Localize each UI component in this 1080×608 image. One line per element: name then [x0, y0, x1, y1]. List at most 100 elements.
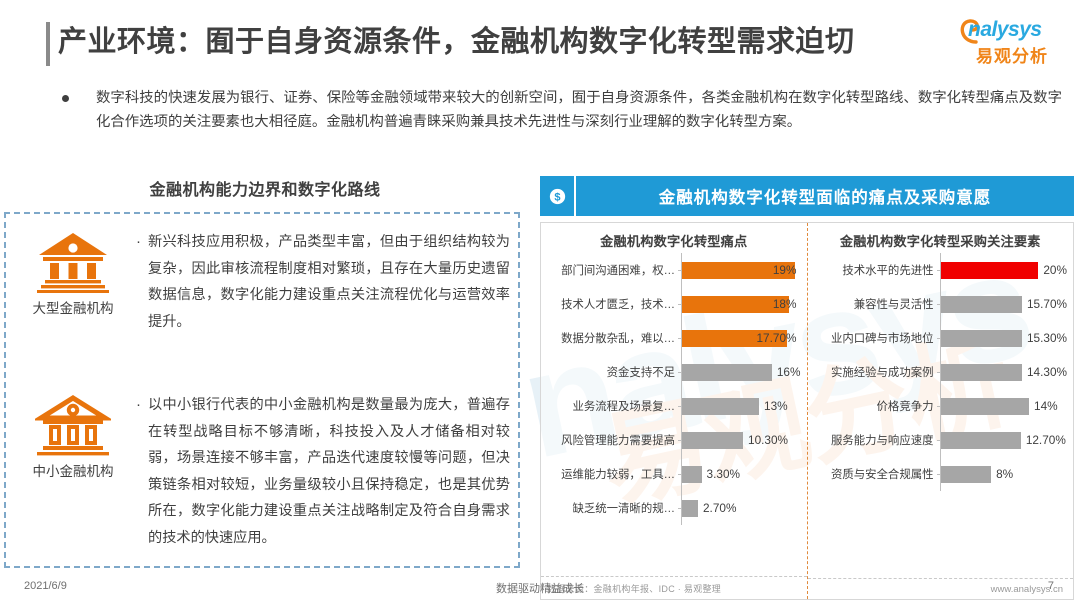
- lead-paragraph-text: 数字科技的快速发展为银行、证券、保险等金融领域带来较大的创新空间，囿于自身资源条…: [96, 90, 1062, 130]
- institution-icon-block: 中小金融机构: [10, 388, 136, 480]
- chart-footnote: 数据来源：金融机构年报、IDC · 易观整理: [541, 576, 807, 595]
- source-note: 数据来源：金融机构年报、IDC · 易观整理: [547, 584, 722, 594]
- bar-track: 14.30%: [936, 355, 1067, 389]
- bar-row: 业内口碑与市场地位 15.30%: [814, 321, 1067, 355]
- svg-text:$: $: [554, 191, 560, 203]
- institution-text: 新兴科技应用积极，产品类型丰富，但由于组织结构较为复杂，因此审核流程制度相对繁琐…: [148, 234, 510, 330]
- bar-track: 12.70%: [936, 423, 1068, 457]
- bar-value-label: 8%: [996, 467, 1014, 481]
- right-panel-header: $ 金融机构数字化转型面临的痛点及采购意愿: [540, 176, 1074, 216]
- bar-track: 2.70%: [678, 491, 801, 525]
- bar-category-label: 技术人才匮乏，技术…: [561, 299, 675, 311]
- chart-purchase-factors: 金融机构数字化转型采购关注要素 技术水平的先进性 20% 兼容性与灵活性 15.70%…: [807, 223, 1073, 599]
- bar-row: 数据分散杂乱，难以… 17.70%: [547, 321, 801, 355]
- bar-category-label: 风险管理能力需要提高: [561, 435, 675, 447]
- left-section: 金融机构能力边界和数字化路线: [4, 176, 526, 200]
- bar-category-label: 实施经验与成功案例: [830, 367, 934, 379]
- bar-row: 风险管理能力需要提高 10.30%: [547, 423, 801, 457]
- bar-category-label: 业内口碑与市场地位: [830, 333, 934, 345]
- bar-row: 运维能力较弱，工具… 3.30%: [547, 457, 801, 491]
- bar-row: 资质与安全合规属性 8%: [814, 457, 1068, 491]
- bar-fill: [940, 329, 1022, 347]
- bar-fill: [682, 329, 787, 347]
- bar-fill: [682, 295, 789, 313]
- bar-track: 15.70%: [936, 287, 1067, 321]
- bar-row: 部门间沟通困难，权… 19%: [547, 253, 801, 287]
- dollar-circle-icon: $: [549, 188, 565, 204]
- bar-value-label: 18%: [772, 297, 797, 311]
- institution-body: · 新兴科技应用积极，产品类型丰富，但由于组织结构较为复杂，因此审核流程制度相对…: [136, 225, 510, 335]
- brand-logo: nalysys 易观分析: [954, 14, 1066, 70]
- bar-category-label: 价格竞争力: [876, 401, 934, 413]
- bar-fill: [682, 431, 744, 449]
- institution-body: · 以中小银行代表的中小金融机构是数量最为庞大，普遍存在转型战略目标不够清晰，科…: [136, 388, 510, 551]
- bank-icon: [37, 233, 109, 293]
- bar-track: 3.30%: [678, 457, 801, 491]
- bar-category-label: 技术水平的先进性: [842, 265, 934, 277]
- institution-icon-block: 大型金融机构: [10, 225, 136, 317]
- bar-row: 服务能力与响应速度 12.70%: [814, 423, 1068, 457]
- bar-track: 19%: [678, 253, 801, 287]
- bar-value-label: 10.30%: [748, 433, 789, 447]
- left-section-frame: [4, 212, 520, 568]
- bar-category-label: 部门间沟通困难，权…: [561, 265, 675, 277]
- bar-track: 8%: [936, 457, 1068, 491]
- bar-track: 14%: [936, 389, 1068, 423]
- bar-value-label: 14.30%: [1026, 365, 1067, 379]
- bar-category-label: 资质与安全合规属性: [830, 469, 934, 481]
- bar-value-label: 15.70%: [1026, 297, 1067, 311]
- footer-slogan: 数据驱动精益成长: [496, 583, 584, 595]
- bar-fill: [940, 295, 1022, 313]
- chart-bars: 技术水平的先进性 20% 兼容性与灵活性 15.70% 业内口碑与市场地位 15.30% 实…: [814, 253, 1068, 491]
- bar-fill: [940, 397, 1030, 415]
- bar-fill: [940, 431, 1021, 449]
- bar-value-label: 15.30%: [1026, 331, 1067, 345]
- bar-category-label: 资金支持不足: [606, 367, 675, 379]
- right-panel-title: 金融机构数字化转型面临的痛点及采购意愿: [576, 176, 1074, 216]
- bar-category-label: 兼容性与灵活性: [853, 299, 934, 311]
- bar-fill: [682, 261, 795, 279]
- page-title: 产业环境：囿于自身资源条件，金融机构数字化转型需求迫切: [58, 26, 855, 58]
- bar-category-label: 服务能力与响应速度: [830, 435, 934, 447]
- left-section-heading: 金融机构能力边界和数字化路线: [149, 182, 381, 199]
- bar-row: 价格竞争力 14%: [814, 389, 1068, 423]
- logo-wordmark-cn: 易观分析: [976, 47, 1048, 66]
- bar-row: 业务流程及场景复… 13%: [547, 389, 801, 423]
- bar-value-label: 20%: [1043, 263, 1067, 277]
- bar-track: 15.30%: [936, 321, 1067, 355]
- bar-row: 兼容性与灵活性 15.70%: [814, 287, 1067, 321]
- institution-row-large: 大型金融机构 · 新兴科技应用积极，产品类型丰富，但由于组织结构较为复杂，因此审…: [10, 225, 510, 335]
- bar-row: 缺乏统一清晰的规… 2.70%: [547, 491, 801, 525]
- institution-text: 以中小银行代表的中小金融机构是数量最为庞大，普遍存在转型战略目标不够清晰，科技投…: [148, 397, 510, 546]
- bar-value-label: 3.30%: [706, 467, 740, 481]
- bar-fill: [682, 465, 702, 483]
- chart-title: 金融机构数字化转型采购关注要素: [839, 234, 1041, 249]
- chart-bars: 部门间沟通困难，权… 19% 技术人才匮乏，技术… 18% 数据分散杂乱，难以… 17.7…: [547, 253, 801, 525]
- bar-track: 16%: [678, 355, 801, 389]
- bar-row: 资金支持不足 16%: [547, 355, 801, 389]
- bar-track: 18%: [678, 287, 801, 321]
- chart-pain-points: 金融机构数字化转型痛点 部门间沟通困难，权… 19% 技术人才匮乏，技术… 18% 数据…: [541, 223, 808, 599]
- bar-fill: [940, 465, 992, 483]
- bar-fill: [940, 261, 1039, 279]
- slide-footer: 2021/6/9 数据驱动精益成长 7: [0, 580, 1080, 600]
- chart-footnote: www.analysys.cn: [807, 578, 1073, 595]
- bar-fill: [682, 397, 760, 415]
- bar-fill: [682, 499, 698, 517]
- logo-arc-icon: [960, 19, 979, 44]
- bar-value-label: 2.70%: [702, 501, 737, 515]
- lead-paragraph: 数字科技的快速发展为银行、证券、保险等金融领域带来较大的创新空间，囿于自身资源条…: [62, 86, 1062, 134]
- bar-row: 技术水平的先进性 20%: [814, 253, 1067, 287]
- logo-wordmark-en: nalysys: [968, 18, 1042, 41]
- right-panel: $ 金融机构数字化转型面临的痛点及采购意愿 金融机构数字化转型痛点 部门间沟通困…: [540, 176, 1074, 600]
- bar-track: 10.30%: [678, 423, 801, 457]
- institution-label: 大型金融机构: [32, 301, 114, 316]
- bar-row: 实施经验与成功案例 14.30%: [814, 355, 1067, 389]
- bank-icon: [35, 395, 111, 456]
- footer-date: 2021/6/9: [24, 580, 67, 592]
- bar-fill: [682, 363, 772, 381]
- bar-value-label: 17.70%: [756, 331, 797, 345]
- bar-value-label: 13%: [764, 399, 788, 413]
- bar-value-label: 12.70%: [1025, 433, 1066, 447]
